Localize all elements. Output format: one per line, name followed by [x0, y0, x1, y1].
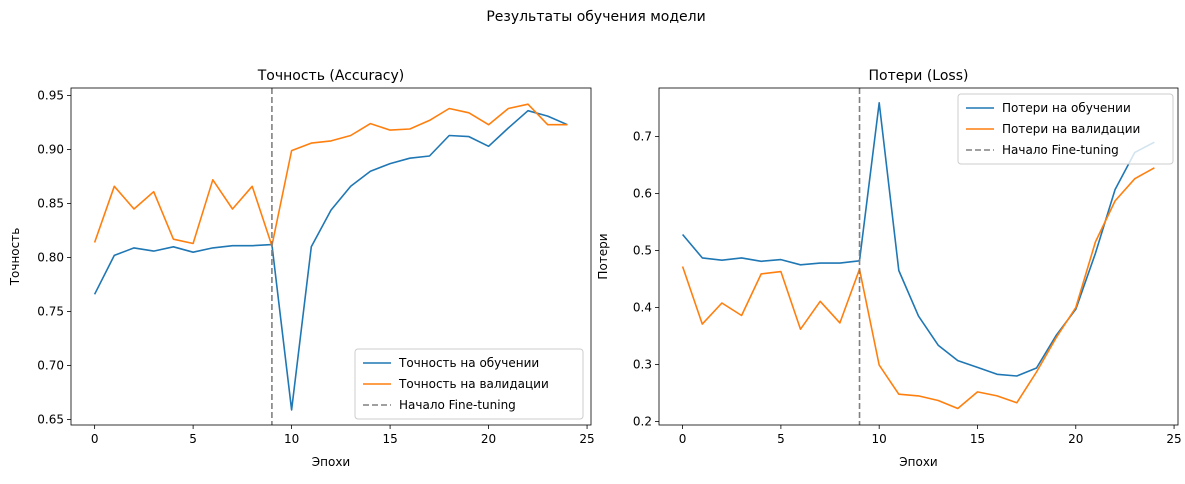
chart-1-xtick-label: 15: [382, 432, 397, 446]
chart-1-series-2-line: [93, 103, 568, 247]
chart-1-legend-box: [354, 348, 584, 420]
chart-1-xtick-label: 5: [189, 432, 197, 446]
chart-2-xtick-label: 25: [1166, 432, 1181, 446]
chart-2-legend-label: Потери на валидации: [1002, 122, 1140, 136]
chart-1-ytick-label: 0.95: [37, 89, 64, 103]
chart-1-ytick-label: 0.70: [37, 359, 64, 373]
chart-2-legend-label: Начало Fine-tuning: [1002, 143, 1119, 157]
chart-2-legend-box: [957, 93, 1174, 165]
chart-1-ytick-label: 0.80: [37, 251, 64, 265]
chart-1-xtick-label: 0: [91, 432, 99, 446]
chart-1-xlabel: Эпохи: [312, 455, 350, 469]
chart-2-xtick-label: 0: [679, 432, 687, 446]
chart-2: Потери (Loss) 0 5 10 15 20 25 0.2 0.3 0.4 0.5 0.6 0.…: [596, 68, 1182, 469]
chart-2-xtick-label: 20: [1068, 432, 1083, 446]
chart-1-series-1-line: [93, 109, 568, 411]
chart-2-ytick-label: 0.2: [633, 415, 652, 429]
chart-2-xtick-label: 5: [777, 432, 785, 446]
chart-2-frame: [658, 87, 1179, 426]
chart-1-ytick-label: 0.75: [37, 305, 64, 319]
chart-2-series-1-line: [681, 102, 1155, 377]
chart-2-ylabel: Потери: [596, 233, 610, 279]
chart-2-ytick-label: 0.4: [633, 301, 652, 315]
figure-suptitle: Результаты обучения модели: [486, 9, 705, 25]
chart-1: Точность (Accuracy) 0 5 10 15 20 25 0.65 0.70 0.7…: [8, 68, 595, 469]
chart-2-series-2-line: [681, 167, 1155, 410]
chart-1-legend-label: Начало Fine-tuning: [399, 398, 516, 412]
chart-1-title: Точность (Accuracy): [257, 68, 405, 84]
chart-1-xtick-label: 20: [481, 432, 496, 446]
chart-1-legend-label: Точность на валидации: [398, 377, 549, 391]
chart-2-legend: Потери на обучении Потери на валидации Нач…: [957, 93, 1174, 165]
chart-2-title: Потери (Loss): [869, 68, 969, 84]
chart-2-ytick-label: 0.5: [633, 244, 652, 258]
chart-1-frame: [70, 87, 592, 426]
chart-2-ytick-label: 0.3: [633, 358, 652, 372]
chart-1-ylabel: Точность: [8, 228, 22, 287]
chart-1-ytick-label: 0.65: [37, 413, 64, 427]
chart-2-xtick-label: 15: [970, 432, 985, 446]
chart-1-legend-label: Точность на обучении: [398, 356, 539, 370]
chart-2-ytick-label: 0.6: [633, 186, 652, 200]
chart-2-xtick-label: 10: [872, 432, 887, 446]
chart-1-legend: Точность на обучении Точность на валидаци…: [354, 348, 584, 420]
chart-2-legend-label: Потери на обучении: [1002, 101, 1131, 115]
chart-2-xlabel: Эпохи: [899, 455, 937, 469]
chart-1-xtick-label: 25: [579, 432, 594, 446]
chart-1-ytick-label: 0.85: [37, 197, 64, 211]
chart-1-xtick-label: 10: [284, 432, 299, 446]
chart-2-ytick-label: 0.7: [633, 129, 652, 143]
chart-1-ytick-label: 0.90: [37, 143, 64, 157]
